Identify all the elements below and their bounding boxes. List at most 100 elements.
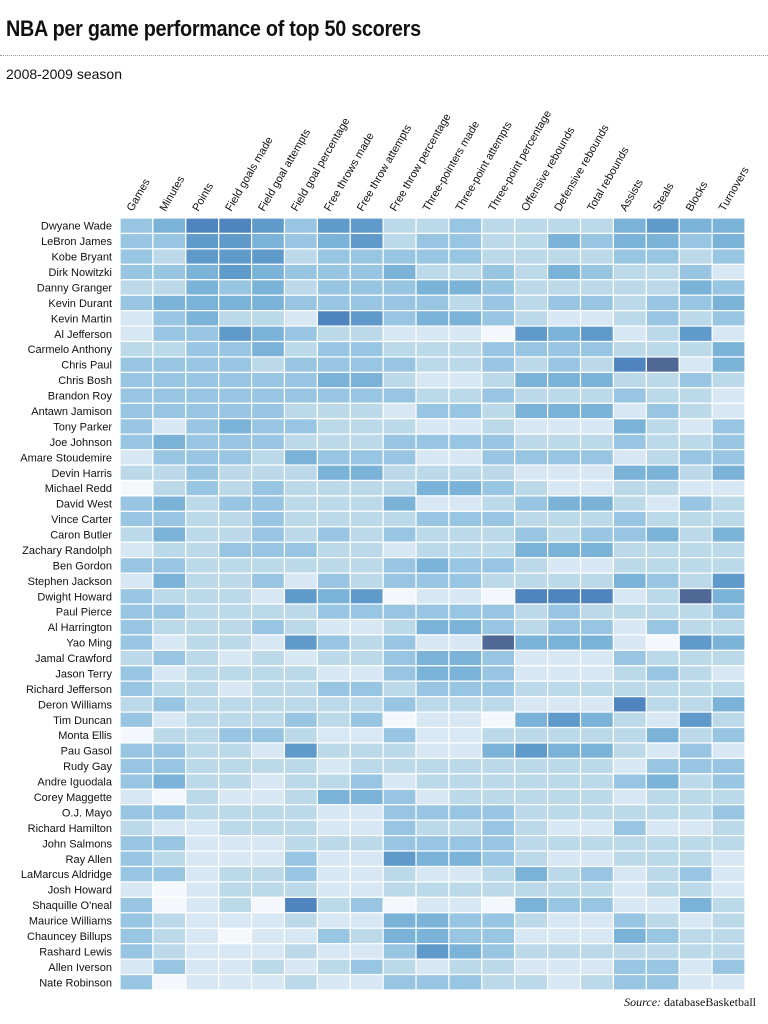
row-label: Al Harrington <box>48 622 112 634</box>
heatmap-cell <box>152 773 187 790</box>
heatmap-cell <box>711 294 746 312</box>
heatmap-cell <box>283 541 318 559</box>
heatmap-cell <box>152 572 187 590</box>
heatmap-cell <box>152 742 187 760</box>
heatmap-cell <box>316 896 351 914</box>
heatmap-cell <box>547 665 582 682</box>
heatmap-cell <box>448 294 483 312</box>
heatmap-cell <box>481 850 516 868</box>
heatmap-cell <box>547 912 582 929</box>
heatmap-cell <box>514 912 549 929</box>
heatmap-cell <box>612 387 647 404</box>
heatmap-cell <box>678 325 713 343</box>
heatmap-cell <box>612 510 647 528</box>
heatmap-cell <box>448 495 483 512</box>
heatmap-cell <box>547 943 582 960</box>
heatmap-cell <box>514 433 549 451</box>
heatmap-cell <box>119 788 154 806</box>
heatmap-cell <box>250 726 286 744</box>
heatmap-cell <box>349 850 384 868</box>
heatmap-cell <box>152 217 187 235</box>
heatmap-cell <box>185 371 220 389</box>
heatmap-cell <box>283 680 318 698</box>
heatmap-cell <box>579 958 615 976</box>
heatmap-cell <box>711 232 746 250</box>
heatmap-cell <box>547 603 582 621</box>
heatmap-cell <box>250 649 286 667</box>
heatmap-cell <box>415 510 450 528</box>
heatmap-cell <box>185 356 220 373</box>
source-name: databaseBasketball <box>664 995 756 1009</box>
heatmap-cell <box>547 325 582 343</box>
heatmap-cell <box>711 943 746 960</box>
heatmap-cell <box>382 943 417 960</box>
heatmap-cell <box>382 865 417 883</box>
heatmap-cell <box>283 433 318 451</box>
heatmap-cell <box>448 973 483 991</box>
heatmap-cell <box>250 557 286 574</box>
heatmap-cell <box>678 371 713 389</box>
row-label: O.J. Mayo <box>62 807 112 819</box>
heatmap-cell <box>678 263 713 281</box>
row-label: Rudy Gay <box>63 761 112 773</box>
heatmap-cell <box>382 804 417 821</box>
heatmap-cell <box>579 973 615 991</box>
row-label: Jamal Crawford <box>35 653 112 665</box>
heatmap-cell <box>514 557 549 574</box>
heatmap-cell <box>547 958 582 976</box>
heatmap-cell <box>349 449 384 466</box>
heatmap-cell <box>481 757 516 775</box>
heatmap-cell <box>349 418 384 435</box>
heatmap-cell <box>415 896 450 914</box>
heatmap-cell <box>218 279 253 296</box>
heatmap-cell <box>349 881 384 898</box>
row-label: Zachary Randolph <box>22 545 112 557</box>
heatmap-cell <box>119 402 154 420</box>
heatmap-cell <box>547 371 582 389</box>
heatmap-cell <box>481 958 516 976</box>
heatmap-cell <box>152 618 187 636</box>
heatmap-cell <box>678 294 713 312</box>
heatmap-cell <box>448 680 483 698</box>
heatmap-cell <box>119 804 154 821</box>
heatmap-cell <box>185 726 220 744</box>
heatmap-cell <box>283 896 318 914</box>
heatmap-cell <box>185 402 220 420</box>
heatmap-cell <box>612 804 647 821</box>
heatmap-cell <box>481 927 516 945</box>
heatmap-cell <box>152 371 187 389</box>
heatmap-cell <box>415 958 450 976</box>
heatmap-cell <box>514 973 549 991</box>
heatmap-cell <box>547 495 582 512</box>
heatmap-cell <box>218 217 253 235</box>
heatmap-cell <box>119 294 154 312</box>
heatmap-cell <box>612 603 647 621</box>
heatmap-cell <box>415 680 450 698</box>
heatmap-cell <box>711 819 746 837</box>
heatmap-cell <box>218 248 253 265</box>
heatmap-cell <box>514 927 549 945</box>
row-label: Richard Jefferson <box>26 684 112 696</box>
heatmap-cell <box>448 572 483 590</box>
heatmap-cell <box>185 526 220 543</box>
heatmap-cell <box>481 464 516 482</box>
heatmap-cell <box>579 418 615 435</box>
heatmap-cell <box>349 541 384 559</box>
heatmap-cell <box>119 572 154 590</box>
heatmap-cell <box>283 757 318 775</box>
heatmap-cell <box>645 711 680 729</box>
column-label: Field goal percentage <box>289 116 352 214</box>
heatmap-cell <box>678 541 713 559</box>
heatmap-cell <box>349 217 384 235</box>
heatmap-cell <box>119 865 154 883</box>
heatmap-cell <box>448 356 483 373</box>
heatmap-cell <box>185 603 220 621</box>
heatmap-cell <box>283 881 318 898</box>
heatmap-cell <box>645 696 680 713</box>
heatmap-cell <box>448 788 483 806</box>
heatmap-cell <box>415 912 450 929</box>
heatmap-cell <box>152 294 187 312</box>
heatmap-cell <box>415 927 450 945</box>
heatmap-cell <box>448 711 483 729</box>
heatmap-cell <box>349 773 384 790</box>
